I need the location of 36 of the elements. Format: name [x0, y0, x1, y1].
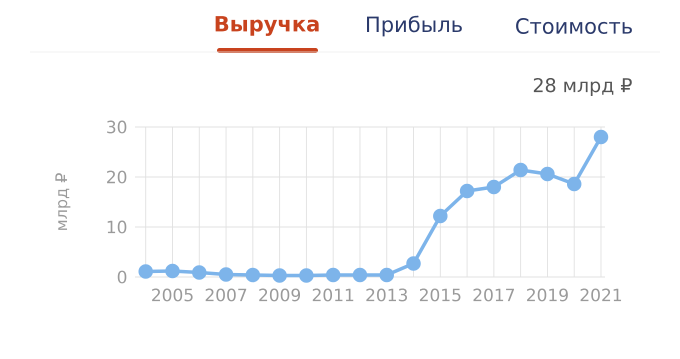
point	[352, 268, 368, 282]
x-tick-label: 2011	[312, 288, 354, 302]
y-tick-label: 30	[107, 120, 126, 134]
point	[460, 184, 474, 198]
point	[486, 180, 502, 194]
point	[326, 268, 340, 282]
point	[406, 256, 421, 271]
point	[379, 268, 394, 282]
point	[192, 265, 207, 280]
point	[566, 176, 582, 192]
text: Прибыль	[367, 16, 462, 36]
point	[433, 208, 448, 224]
x-tick-label: 2021	[580, 288, 622, 302]
y-tick-label: 20	[107, 170, 126, 184]
x-tick-label: 2007	[206, 288, 246, 302]
y-axis-title: млрд ₽	[55, 173, 70, 230]
text: Стоимость	[516, 18, 632, 34]
x-tick-label: 2005	[152, 288, 193, 302]
point	[165, 264, 180, 278]
chart-subtitle: 28 млрд ₽	[534, 78, 632, 96]
x-tick-label: 2013	[366, 288, 407, 302]
x-tick-label: 2017	[473, 288, 514, 302]
point	[272, 268, 287, 283]
point	[594, 130, 608, 144]
y-tick-label: 10	[108, 220, 126, 234]
x-tick-label: 2015	[420, 288, 460, 302]
point	[513, 162, 528, 178]
point	[246, 268, 260, 282]
x-tick-label: 2019	[527, 288, 568, 302]
point	[218, 267, 234, 282]
x-tick-label: 2009	[259, 288, 300, 302]
chart-title: Выручка	[216, 16, 319, 36]
y-tick-label: 0	[118, 270, 126, 284]
point	[138, 264, 153, 279]
point	[299, 268, 314, 283]
point	[540, 166, 555, 182]
